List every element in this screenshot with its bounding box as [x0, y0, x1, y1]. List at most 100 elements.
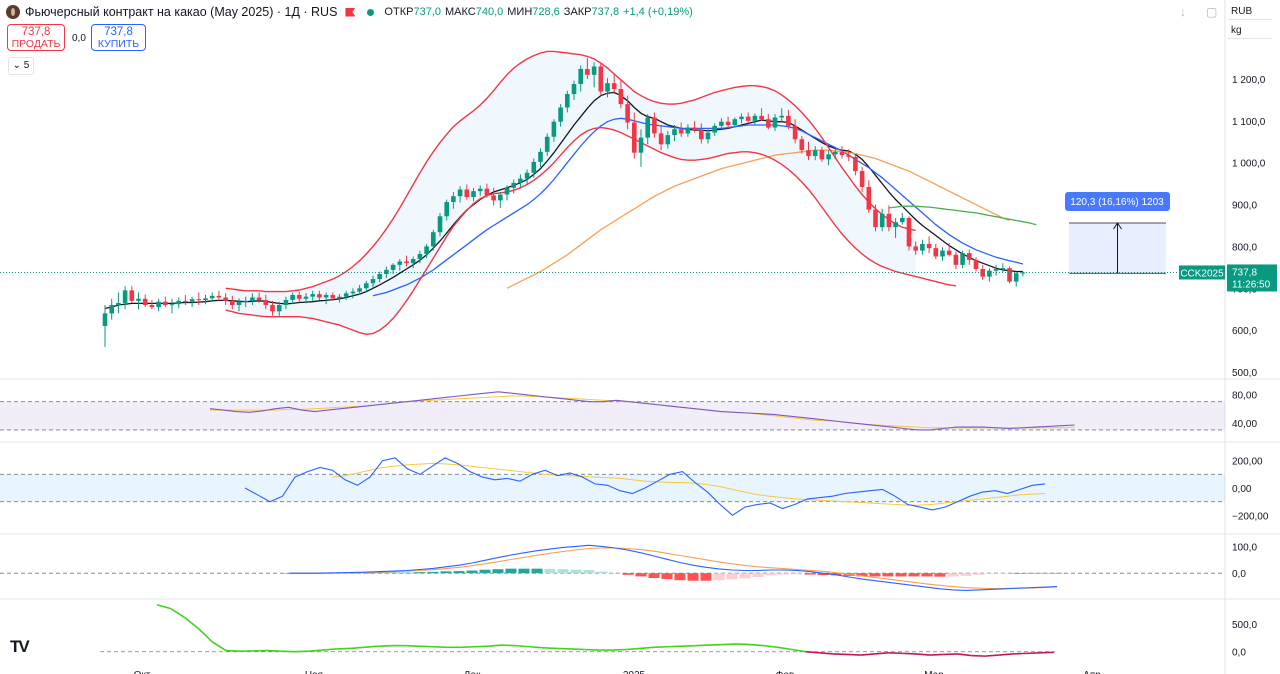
time-axis-label: Дек — [464, 670, 481, 674]
line-bb-upper — [225, 50, 916, 293]
macd-histogram-bar — [999, 573, 1011, 574]
symbol-title[interactable]: Фьючерсный контракт на какао (May 2025) … — [25, 5, 338, 19]
osc-line-segment — [819, 652, 834, 655]
candle-body — [920, 243, 925, 251]
candle-body — [444, 202, 449, 217]
osc-line-segment — [888, 652, 903, 655]
osc-line-segment — [308, 649, 323, 652]
macd-histogram-bar — [648, 573, 660, 579]
macd-histogram-bar — [869, 573, 881, 577]
osc-line-segment — [156, 603, 172, 610]
candle-body — [980, 269, 985, 277]
macd-histogram-bar — [778, 573, 790, 575]
candle-body — [330, 294, 336, 299]
osc-line-segment — [791, 648, 806, 653]
price-axis-label: 900,0 — [1232, 201, 1257, 212]
candle-body — [665, 135, 671, 145]
osc-line-segment — [902, 652, 917, 655]
sell-button[interactable]: 737,8 ПРОДАТЬ — [7, 24, 65, 51]
candle-body — [1013, 273, 1019, 282]
candle-body — [343, 293, 349, 297]
macd-histogram-bar — [960, 573, 972, 576]
indicators-toggle[interactable]: ⌄ 5 — [8, 57, 34, 75]
candle-body — [940, 250, 945, 257]
rsi-band — [0, 401, 1225, 430]
candle-body — [719, 121, 724, 126]
candle-body — [926, 243, 932, 249]
candle-body — [109, 305, 114, 314]
candle-body — [457, 189, 463, 197]
low-label: МИН — [507, 6, 533, 18]
candle-body — [350, 291, 356, 294]
osc-line-segment — [1026, 652, 1041, 655]
candle-body — [491, 195, 496, 201]
currency-select[interactable]: RUB — [1228, 4, 1272, 20]
osc-line-segment — [681, 644, 696, 647]
macd-histogram-bar — [817, 573, 829, 576]
macd-histogram-bar — [1025, 572, 1037, 574]
macd-histogram-bar — [479, 569, 491, 574]
candle-body — [866, 186, 872, 210]
candle-body — [685, 127, 691, 134]
candle-body — [417, 253, 423, 259]
download-icon[interactable]: ↓ — [1180, 5, 1186, 19]
macd-histogram-bar — [1038, 572, 1050, 574]
osc-line-segment — [722, 643, 737, 646]
candle-body — [993, 269, 999, 271]
macd-histogram-bar — [921, 573, 933, 577]
flag-icon[interactable] — [345, 7, 356, 17]
candle-body — [973, 259, 979, 270]
price-axis-label: 1 100,0 — [1232, 117, 1266, 128]
osc-line-segment — [170, 607, 186, 619]
candle-body — [176, 300, 181, 305]
candle-body — [518, 178, 523, 183]
candle-body — [256, 297, 262, 301]
change-value: +1,4 (+0,19%) — [623, 6, 693, 18]
candle-body — [357, 288, 362, 292]
candle-body — [216, 295, 222, 298]
buy-button[interactable]: 737,8 КУПИТЬ — [91, 24, 146, 51]
osc-line-segment — [363, 645, 378, 649]
osc-line-segment — [708, 643, 723, 646]
candle-body — [598, 66, 604, 92]
line-bb-lower — [225, 126, 956, 336]
candle-body — [759, 115, 764, 120]
candle-body — [987, 270, 992, 277]
price-tag-box — [1227, 264, 1277, 292]
candle-body — [611, 83, 617, 90]
candle-body — [1000, 268, 1006, 270]
candle-body — [243, 300, 248, 302]
candle-body — [504, 187, 510, 195]
candle-body — [699, 130, 704, 140]
candle-body — [169, 304, 175, 306]
candle-body — [283, 300, 289, 306]
tradingview-logo[interactable]: TV — [10, 637, 30, 656]
candle-body — [605, 83, 610, 92]
candle-body — [873, 209, 878, 228]
price-tag-value: 737,8 — [1232, 267, 1257, 278]
candle-body — [859, 171, 865, 187]
osc-line-segment — [915, 653, 930, 656]
candle-body — [477, 188, 483, 192]
candle-body — [384, 269, 389, 275]
osc-line-segment — [501, 644, 516, 647]
close-value: 737,8 — [591, 6, 620, 18]
candle-body — [799, 139, 805, 151]
osc-line-segment — [267, 649, 282, 652]
osc-line-segment — [570, 648, 585, 651]
macd-histogram-bar — [765, 573, 777, 576]
square-icon[interactable]: ▢ — [1206, 5, 1218, 19]
macd-histogram-bar — [362, 572, 374, 574]
osc-line-segment — [584, 648, 599, 651]
macd-histogram-bar — [635, 573, 647, 577]
unit-select[interactable]: kg — [1228, 23, 1272, 39]
high-label: МАКС — [444, 6, 476, 18]
macd-histogram-bar — [557, 569, 569, 574]
time-axis-label: Окт — [134, 670, 151, 674]
candle-body — [1007, 268, 1012, 282]
candle-body — [250, 297, 255, 301]
macd-histogram-bar — [453, 571, 465, 574]
osc-line-segment — [350, 646, 365, 650]
candle-body — [183, 300, 188, 302]
